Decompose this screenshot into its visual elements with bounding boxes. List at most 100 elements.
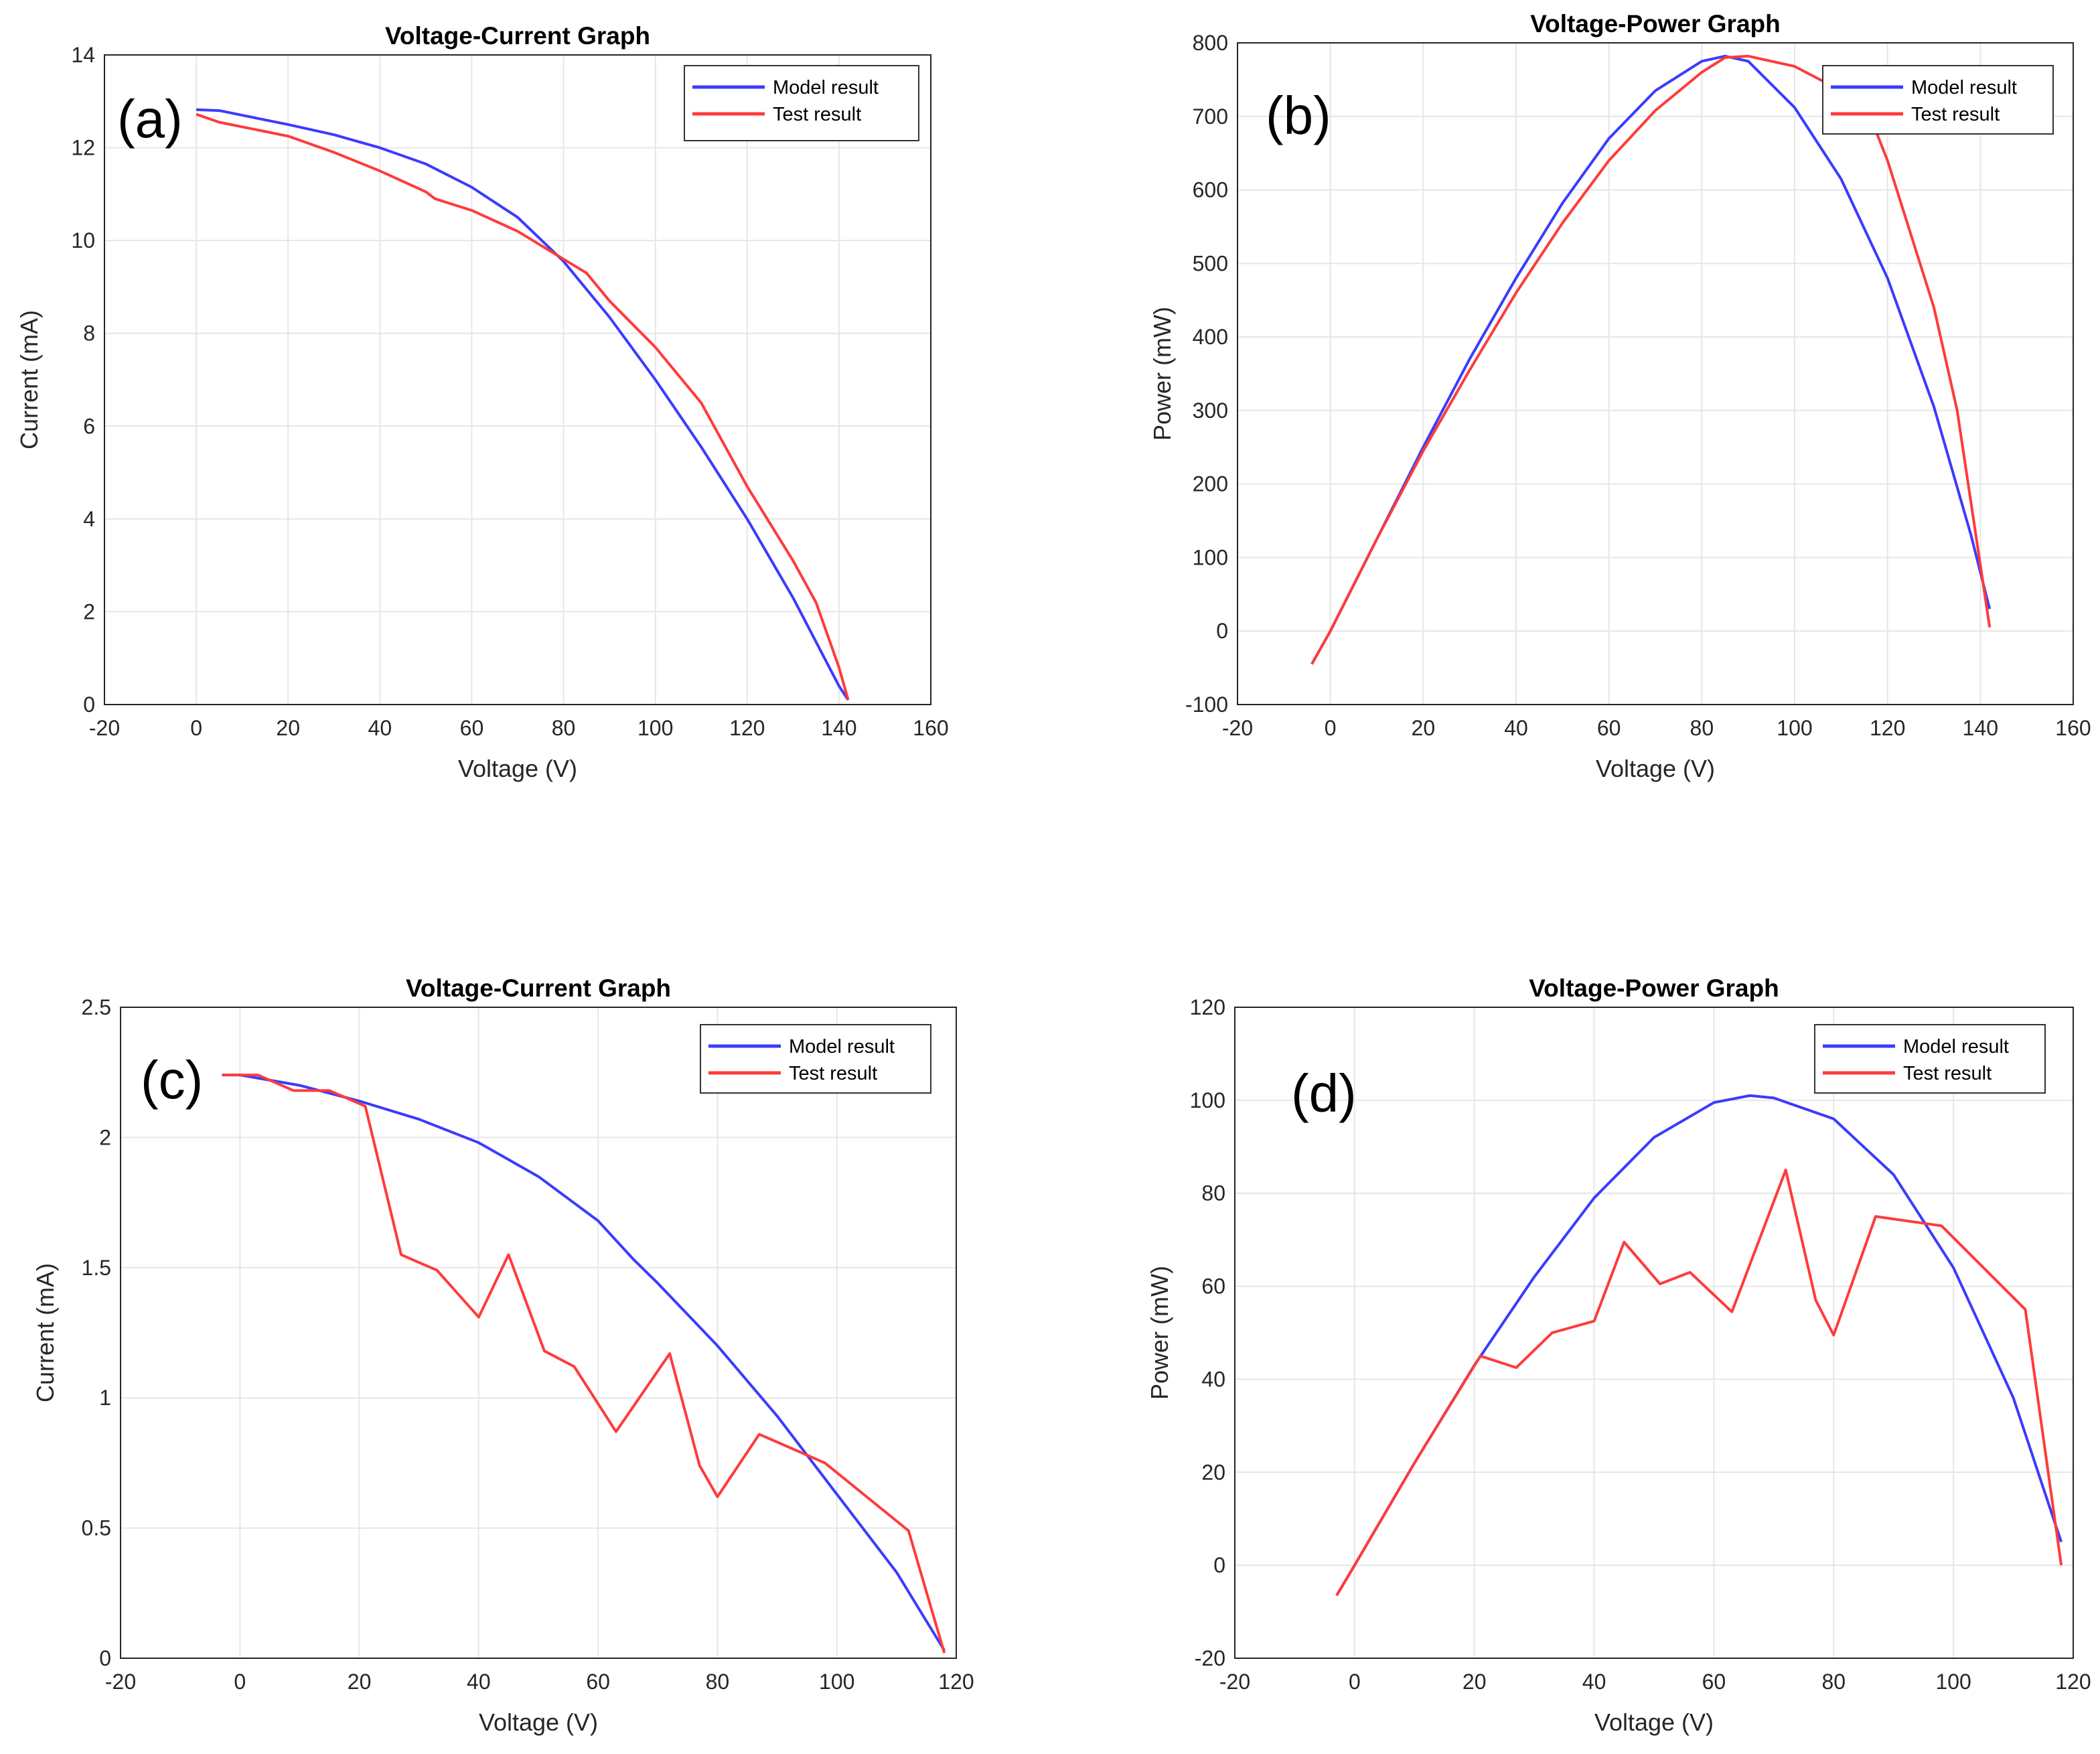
- y-tick-label: 0: [1216, 619, 1228, 643]
- y-tick-label: 10: [71, 228, 95, 252]
- y-tick-label: 12: [71, 136, 95, 160]
- y-tick-label: 14: [71, 43, 95, 67]
- x-tick-label: 0: [190, 716, 202, 740]
- y-tick-label: 2: [83, 599, 95, 624]
- x-tick-label: 140: [1963, 716, 1998, 740]
- axes-box: [1234, 1007, 2074, 1659]
- x-tick-label: 40: [467, 1670, 491, 1694]
- legend: Model result Test result: [684, 65, 919, 141]
- panel-label: (a): [117, 89, 183, 149]
- y-tick-label: 60: [1201, 1274, 1225, 1299]
- x-axis-label: Voltage (V): [1596, 755, 1715, 782]
- y-tick-label: 0: [1213, 1553, 1225, 1577]
- y-tick-label: 120: [1190, 995, 1225, 1019]
- series-line-test: [222, 1074, 946, 1654]
- legend: Model result Test result: [700, 1024, 931, 1094]
- x-tick-label: 160: [913, 716, 948, 740]
- y-tick-label: 0: [99, 1646, 111, 1670]
- y-axis-label: Current (mA): [15, 310, 43, 449]
- x-tick-label: 20: [348, 1670, 372, 1694]
- x-tick-label: 120: [2055, 1670, 2091, 1694]
- y-tick-label: 2: [99, 1125, 111, 1149]
- legend-entry: Test result: [789, 1063, 877, 1084]
- x-axis-label: Voltage (V): [458, 755, 577, 782]
- x-axis-label: Voltage (V): [1594, 1708, 1714, 1736]
- x-tick-label: 120: [938, 1670, 974, 1694]
- y-tick-label: 300: [1193, 398, 1228, 423]
- x-tick-label: 140: [821, 716, 856, 740]
- x-tick-label: 120: [729, 716, 765, 740]
- legend: Model result Test result: [1822, 65, 2054, 135]
- panel-label: (c): [141, 1050, 203, 1110]
- y-tick-label: 8: [83, 321, 95, 346]
- x-tick-label: 0: [1349, 1670, 1361, 1694]
- series-line-model: [1310, 54, 1992, 665]
- legend: Model result Test result: [1814, 1024, 2046, 1094]
- x-tick-label: 40: [1504, 716, 1528, 740]
- legend-box: [700, 1024, 931, 1094]
- legend-entry: Test result: [1903, 1063, 1992, 1084]
- x-tick-label: 100: [1777, 716, 1812, 740]
- axes-box: [104, 54, 931, 705]
- plot-area: [1235, 1007, 2073, 1658]
- x-tick-label: 80: [1690, 716, 1714, 740]
- legend-entry: Model result: [773, 77, 879, 98]
- chart-panel-3: -20 0 20 40 60 80 100 12000.511.522.5Voltage-Cu…: [31, 974, 974, 1736]
- series-line-test: [1310, 54, 1992, 665]
- y-tick-label: 40: [1201, 1367, 1225, 1391]
- chart-title: Voltage-Power Graph: [1529, 974, 1779, 1002]
- series-line-test: [1335, 1169, 2063, 1597]
- x-tick-label: 0: [234, 1670, 246, 1694]
- chart-title: Voltage-Power Graph: [1530, 10, 1781, 38]
- x-tick-label: 100: [819, 1670, 854, 1694]
- x-tick-label: 20: [1412, 716, 1436, 740]
- legend-entry: Model result: [1903, 1036, 2009, 1057]
- legend-entry: Test result: [1911, 104, 2000, 125]
- x-tick-label: 100: [638, 716, 673, 740]
- chart-panel-4: -20 0 20 40 60 80 100 120 -20 0 20 40 60 80 100 120 Volt…: [1146, 974, 2091, 1736]
- x-tick-label: -20: [1222, 716, 1253, 740]
- series-line-model: [196, 108, 850, 701]
- x-tick-label: -20: [105, 1670, 136, 1694]
- y-tick-label: 200: [1193, 472, 1228, 496]
- y-tick-label: 100: [1193, 545, 1228, 569]
- x-tick-label: 60: [1702, 1670, 1726, 1694]
- plot-area: [1238, 43, 2073, 705]
- y-tick-label: 400: [1193, 325, 1228, 349]
- x-tick-label: -20: [1219, 1670, 1250, 1694]
- x-tick-label: 80: [1821, 1670, 1846, 1694]
- panel-label: (d): [1291, 1064, 1357, 1123]
- x-tick-label: 80: [552, 716, 576, 740]
- y-tick-label: 80: [1201, 1181, 1225, 1205]
- y-tick-label: 500: [1193, 251, 1228, 275]
- chart-panel-1: -20 0 20 40 60 80 100 120 140 16002468101214Volta…: [15, 22, 949, 782]
- y-tick-label: 2.5: [82, 995, 111, 1019]
- x-tick-label: 100: [1935, 1670, 1971, 1694]
- panel-label: (b): [1266, 86, 1331, 145]
- x-tick-label: 0: [1325, 716, 1337, 740]
- axes-box: [1237, 42, 2074, 705]
- y-tick-label: 700: [1193, 104, 1228, 129]
- y-tick-label: -20: [1195, 1646, 1225, 1670]
- x-tick-label: 80: [706, 1670, 730, 1694]
- legend-box: [1814, 1024, 2046, 1094]
- y-tick-label: 800: [1193, 31, 1228, 55]
- legend-box: [684, 65, 919, 141]
- y-tick-label: 1.5: [82, 1256, 111, 1280]
- x-tick-label: 40: [368, 716, 392, 740]
- x-tick-label: 60: [1597, 716, 1621, 740]
- legend-entry: Model result: [1911, 77, 2017, 98]
- y-tick-label: 20: [1201, 1460, 1225, 1484]
- y-axis-label: Power (mW): [1148, 307, 1176, 441]
- y-tick-label: 100: [1190, 1088, 1225, 1112]
- legend-entry: Test result: [773, 104, 861, 125]
- x-tick-label: 60: [586, 1670, 610, 1694]
- x-tick-label: 20: [1462, 1670, 1487, 1694]
- y-tick-label: 600: [1193, 178, 1228, 202]
- x-axis-label: Voltage (V): [479, 1708, 598, 1736]
- x-tick-label: 60: [460, 716, 484, 740]
- x-tick-label: 160: [2055, 716, 2091, 740]
- y-tick-label: 6: [83, 414, 95, 438]
- x-tick-label: 40: [1582, 1670, 1606, 1694]
